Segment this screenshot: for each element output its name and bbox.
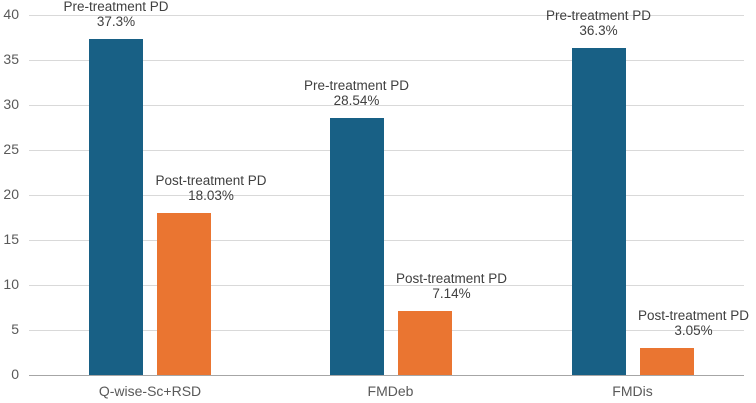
gridline <box>29 285 744 286</box>
x-axis-category-label: FMDis <box>612 383 653 399</box>
series-name-label: Post-treatment PD <box>395 270 508 286</box>
y-axis-tick-label: 35 <box>3 51 19 67</box>
pre-treatment-bar-Q-wise-Sc+RSD <box>89 39 143 375</box>
value-label: 7.14% <box>432 285 471 301</box>
post-treatment-bar-FMDeb <box>397 310 452 375</box>
y-axis-tick-label: 30 <box>3 96 19 112</box>
gridline <box>29 195 744 196</box>
y-axis-tick-label: 40 <box>3 6 19 22</box>
gridline <box>29 330 744 331</box>
series-name-label: Pre-treatment PD <box>545 8 652 24</box>
gridline <box>29 60 744 61</box>
gridline <box>29 240 744 241</box>
pre-treatment-bar-FMDis <box>571 48 626 375</box>
series-name-label: Post-treatment PD <box>155 172 267 188</box>
y-axis-tick-label: 25 <box>3 141 19 157</box>
value-label: 3.05% <box>674 322 713 338</box>
x-axis-category-label: FMDeb <box>367 383 414 399</box>
bar-data-label: Post-treatment PD 3.05% <box>584 308 756 338</box>
y-axis-tick-label: 20 <box>3 186 19 202</box>
bar-data-label: Post-treatment PD 7.14% <box>342 271 562 301</box>
bar-data-label: Pre-treatment PD 37.3% <box>6 0 226 29</box>
post-treatment-bar-FMDis <box>639 347 694 375</box>
value-label: 37.3% <box>96 14 136 30</box>
y-axis-tick-label: 5 <box>11 321 19 337</box>
series-name-label: Pre-treatment PD <box>303 78 410 94</box>
value-label: 36.3% <box>579 23 618 39</box>
y-axis-tick-label: 0 <box>11 366 19 382</box>
x-axis-line <box>29 375 744 376</box>
gridline <box>29 15 744 16</box>
post-treatment-bar-Q-wise-Sc+RSD <box>157 212 211 375</box>
pre-treatment-bar-FMDeb <box>329 118 384 375</box>
bar-data-label: Pre-treatment PD 28.54% <box>247 78 467 108</box>
series-name-label: Pre-treatment PD <box>63 0 169 15</box>
bar-data-label: Pre-treatment PD 36.3% <box>489 8 709 38</box>
gridline <box>29 150 744 151</box>
x-axis-category-label: Q-wise-Sc+RSD <box>98 383 202 399</box>
value-label: 28.54% <box>333 93 380 109</box>
y-axis-tick-label: 15 <box>3 231 19 247</box>
series-name-label: Post-treatment PD <box>637 307 750 323</box>
y-axis-tick-label: 10 <box>3 276 19 292</box>
gridline <box>29 105 744 106</box>
bar-data-label: Post-treatment PD 18.03% <box>101 173 321 203</box>
value-label: 18.03% <box>188 187 234 203</box>
